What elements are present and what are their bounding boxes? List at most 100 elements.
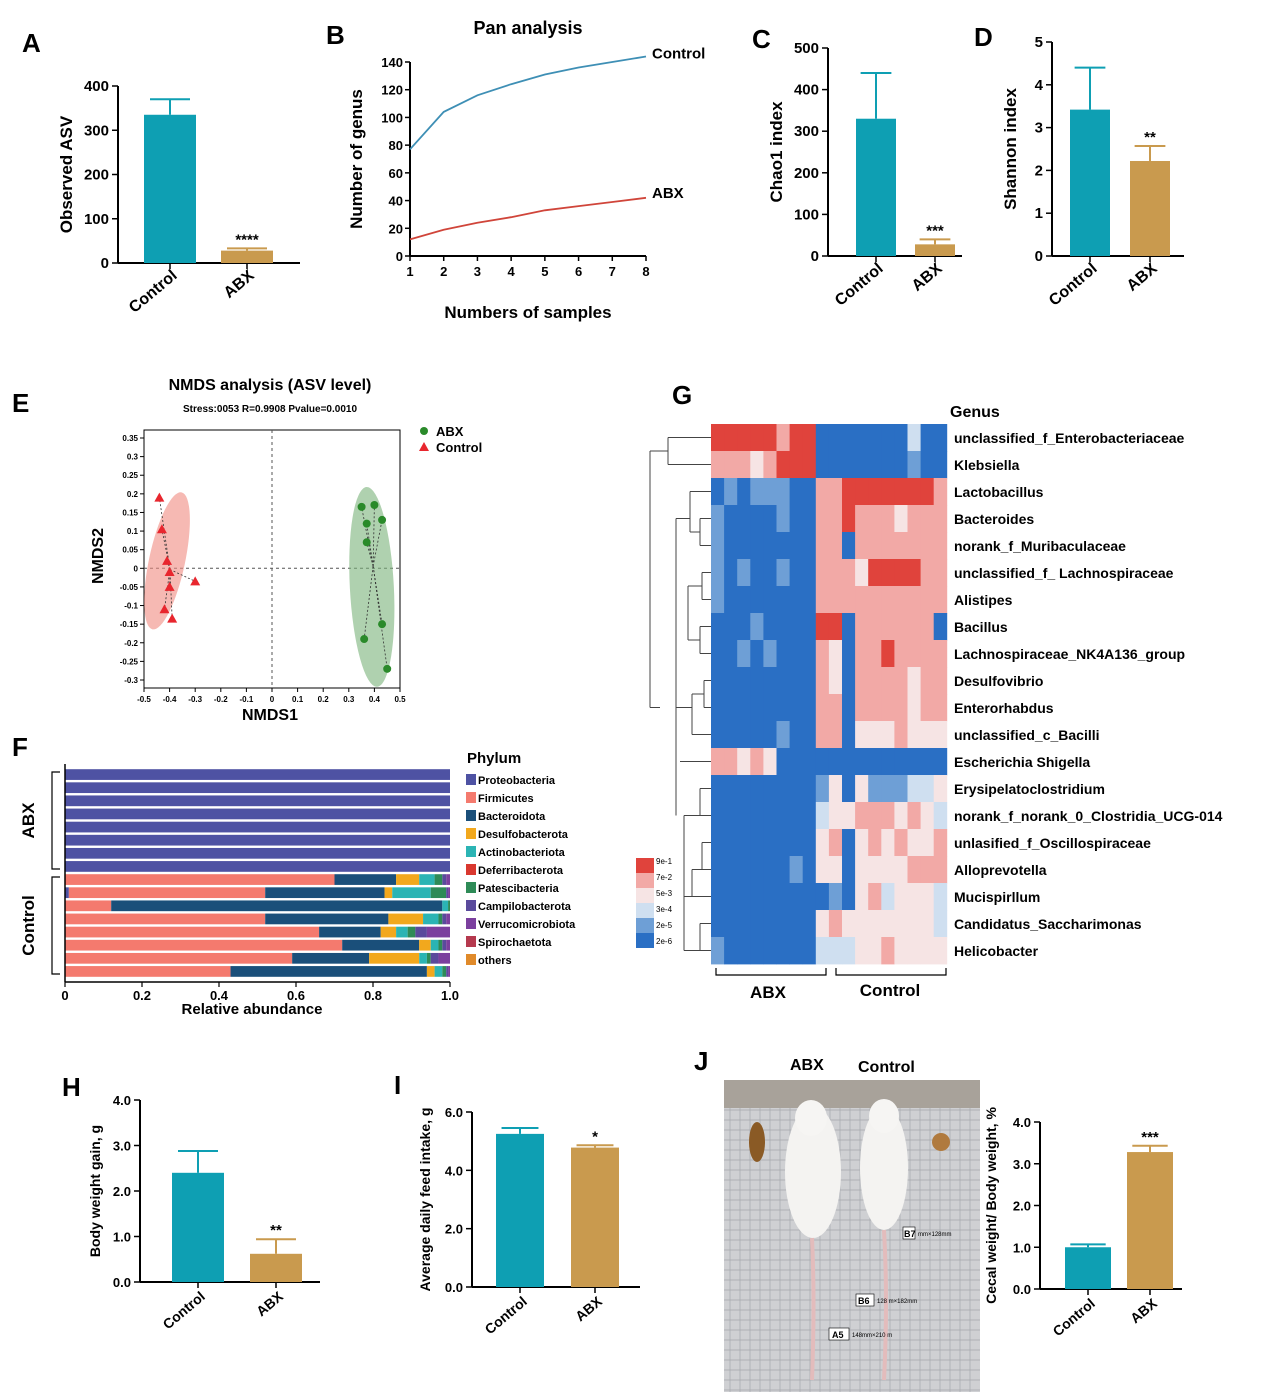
heatmap-cell <box>776 424 790 452</box>
heatmap-cell <box>711 802 725 830</box>
heatmap-cell <box>907 829 921 857</box>
heatmap-cell <box>776 829 790 857</box>
column-group-label-abx: ABX <box>750 983 787 1002</box>
panel-f-chart: 0 0.2 0.4 0.6 0.8 1.0 Relative abundance ABX Con… <box>19 750 576 1018</box>
heatmap-cell <box>763 640 777 668</box>
heatmap-cell <box>855 532 869 560</box>
legend-label-desulfobacterota: Desulfobacterota <box>478 829 569 841</box>
group-bracket-abx <box>51 771 60 870</box>
heatmap-cell <box>815 694 830 722</box>
ruler-text-a5: 148mm×210 m <box>852 1333 892 1339</box>
point-control <box>167 613 178 623</box>
heatmap-cell <box>711 721 725 749</box>
heatmap-cell <box>920 802 935 830</box>
heatmap-cell <box>842 613 856 641</box>
panel-letter-a: A <box>22 28 41 58</box>
heatmap-cell <box>789 613 804 641</box>
stack-segment-patescibacteria <box>434 874 443 885</box>
heatmap-cell <box>842 829 856 857</box>
y-tick-label: 3 <box>1035 120 1043 137</box>
column-group-bracket-abx <box>715 968 827 976</box>
stack-segment-patescibacteria <box>438 913 443 925</box>
heatmap-cell <box>776 748 790 776</box>
point-abx <box>362 519 371 528</box>
y-axis-title: Average daily feed intake, g <box>417 1108 433 1292</box>
heatmap-cell <box>868 451 882 479</box>
heatmap-cell <box>828 694 843 722</box>
heatmap-cell <box>828 721 843 749</box>
heatmap-cell <box>855 694 869 722</box>
y-tick-label: -0.1 <box>124 602 138 611</box>
series-line-abx <box>409 196 647 241</box>
heatmap-row-label: Candidatus_Saccharimonas <box>954 916 1142 932</box>
heatmap-cell <box>789 694 804 722</box>
stack-segment-campilobacterota <box>442 913 447 925</box>
colorbar-segment <box>636 918 654 933</box>
heatmap-cell <box>815 910 830 938</box>
heatmap-cell <box>933 748 948 776</box>
heatmap-cell <box>763 883 777 911</box>
heatmap-cell <box>711 478 725 506</box>
heatmap-cell <box>815 532 830 560</box>
bar-abx <box>250 1253 302 1282</box>
heatmap-cell <box>920 613 935 641</box>
heatmap-cell <box>815 937 830 965</box>
colorbar-segment <box>636 903 654 918</box>
mouse-control-head <box>869 1099 899 1133</box>
heatmap-row-label: Desulfovibrio <box>954 673 1043 689</box>
legend-marker-abx <box>420 427 428 435</box>
y-tick-label: 80 <box>389 138 403 153</box>
legend-swatch-bacteroidota <box>466 810 476 821</box>
heatmap-cell <box>724 775 738 803</box>
bar-abx <box>571 1147 619 1287</box>
y-axis-title: Number of genus <box>347 89 366 229</box>
heatmap-cell <box>763 613 777 641</box>
ruler-text-b7: mm×128mm <box>918 1232 952 1238</box>
x-tick-label: 2 <box>440 264 447 279</box>
heatmap-cell <box>763 478 777 506</box>
significance-marker: ** <box>270 1222 282 1239</box>
point-control <box>190 576 201 586</box>
heatmap-cell <box>737 532 751 560</box>
heatmap-cell <box>894 721 908 749</box>
heatmap-cell <box>763 694 777 722</box>
heatmap-cell <box>724 694 738 722</box>
heatmap-cell <box>789 775 804 803</box>
heatmap-cell <box>881 613 895 641</box>
heatmap-cell <box>933 586 948 614</box>
heatmap-cell <box>802 775 817 803</box>
panel-letter-i: I <box>394 1070 401 1100</box>
heatmap-cell <box>920 748 935 776</box>
point-abx <box>378 620 387 629</box>
legend-label-proteobacteria: Proteobacteria <box>478 775 556 787</box>
point-abx <box>360 635 369 644</box>
y-tick-label: 0.3 <box>127 453 139 462</box>
heatmap-cell <box>842 694 856 722</box>
heatmap-cell <box>894 532 908 560</box>
heatmap-cell <box>711 424 725 452</box>
x-tick-label: -0.2 <box>214 695 228 704</box>
heatmap-cell <box>750 775 764 803</box>
stack-segment-actinobacteriota <box>442 900 449 912</box>
y-tick-label: 0 <box>134 564 139 573</box>
point-control <box>162 555 173 565</box>
heatmap-row-label: norank_f_Muribaculaceae <box>954 538 1126 554</box>
heatmap-row-label: norank_f_norank_0_Clostridia_UCG-014 <box>954 808 1223 824</box>
heatmap-row-label: unclassified_f_ Lachnospiraceae <box>954 565 1174 581</box>
legend-swatch-verrucomicrobiota <box>466 918 476 929</box>
heatmap-cell <box>737 910 751 938</box>
panel-i-chart: 0.0 2.0 4.0 6.0 Control * ABX Average daily fee… <box>417 1105 640 1337</box>
heatmap-cell <box>881 505 895 533</box>
heatmap-cell <box>789 802 804 830</box>
x-category-label: ABX <box>572 1293 605 1325</box>
heatmap-cell <box>855 667 869 695</box>
colorbar-segment <box>636 873 654 888</box>
heatmap-row-label: Alloprevotella <box>954 862 1047 878</box>
heatmap-cell <box>881 478 895 506</box>
y-tick-label: 2.0 <box>1013 1199 1031 1214</box>
centroid-link <box>363 566 374 640</box>
heatmap-cell <box>763 667 777 695</box>
heatmap-cell <box>828 667 843 695</box>
heatmap-cell <box>868 937 882 965</box>
heatmap-cell <box>855 802 869 830</box>
